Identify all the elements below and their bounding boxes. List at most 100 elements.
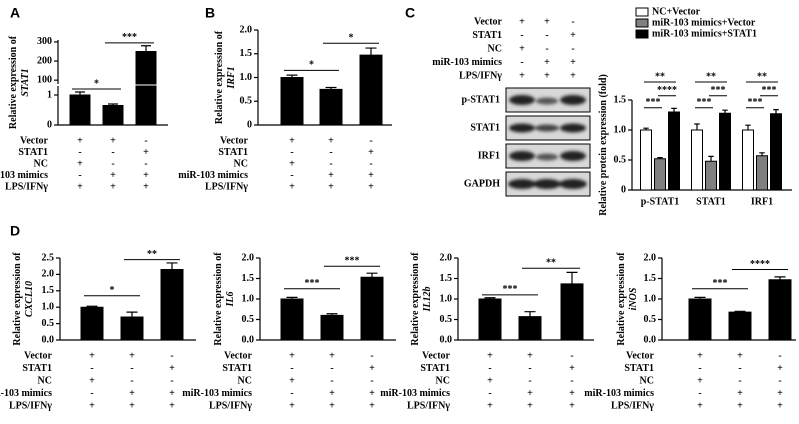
y-tick-label: 2.0 [644, 252, 657, 263]
bar [691, 129, 703, 191]
band [533, 179, 561, 189]
significance-label: *** [697, 97, 712, 108]
y-label-text: Relative expression of [12, 252, 23, 346]
condition-mark: + [527, 400, 533, 411]
error-bar [566, 271, 578, 284]
condition-mark: - [170, 375, 173, 386]
condition-mark: - [488, 363, 491, 374]
significance-label: *** [713, 278, 728, 289]
condition-mark: + [328, 182, 334, 193]
condition-mark: + [289, 135, 295, 146]
y-axis-label: Relative protein expression (fold) [598, 74, 609, 216]
band [536, 153, 558, 161]
y-tick-label: 1.5 [240, 48, 253, 59]
condition-label: miR-103 mimics [0, 388, 52, 399]
band [535, 124, 559, 132]
condition-mark: - [369, 135, 372, 146]
condition-label: NC [436, 375, 450, 386]
significance-label: ** [147, 249, 157, 260]
y-tick-label: 300 [37, 36, 52, 47]
bar [719, 112, 731, 191]
legend-label: miR-103 mimics+STAT1 [652, 28, 757, 39]
band [509, 123, 535, 133]
y-tick-label: 100 [37, 74, 52, 85]
y-label-text: Relative expression of [410, 252, 421, 346]
condition-mark: - [571, 16, 574, 27]
y-tick-label: 0 [621, 184, 626, 195]
condition-mark: + [77, 158, 83, 169]
bar [320, 314, 344, 341]
condition-mark: + [544, 57, 550, 68]
error-bar [126, 311, 138, 318]
significance-label: ** [655, 71, 665, 82]
legend-swatch [635, 18, 649, 28]
x-tick-label: STAT1 [696, 196, 726, 207]
error-bar [774, 276, 786, 280]
y-tick-label: 0.5 [242, 314, 255, 325]
error-bar [708, 155, 714, 162]
y-tick-label: 1.0 [440, 293, 453, 304]
condition-label: miR-103 mimics [432, 57, 502, 68]
bar [640, 129, 652, 191]
bar [319, 88, 343, 126]
condition-label: LPS/IFNγ [407, 400, 450, 411]
bar [560, 283, 584, 341]
significance-label: *** [646, 97, 661, 108]
bar [770, 113, 782, 191]
y-label-text: Relative expression of [214, 30, 225, 124]
y-tick-label: 0.5 [240, 96, 253, 107]
bar [705, 160, 717, 191]
bar [728, 311, 752, 341]
condition-mark: + [129, 388, 135, 399]
error-bar [365, 47, 377, 56]
y-tick-label: 0.5 [614, 154, 627, 165]
condition-mark: + [289, 182, 295, 193]
condition-mark: + [527, 350, 533, 361]
condition-mark: - [571, 43, 574, 54]
y-label-gene: IL12b [422, 287, 433, 313]
legend-swatch [635, 29, 649, 39]
condition-mark: + [143, 170, 149, 181]
condition-label: NC [488, 43, 502, 54]
significance-label: ** [546, 258, 556, 269]
condition-mark: + [697, 350, 703, 361]
condition-mark: - [369, 158, 372, 169]
condition-mark: + [329, 350, 335, 361]
condition-mark: + [328, 135, 334, 146]
condition-mark: + [143, 182, 149, 193]
condition-mark: - [570, 350, 573, 361]
condition-mark: + [519, 16, 525, 27]
error-bar [326, 313, 338, 316]
condition-mark: + [110, 135, 116, 146]
condition-mark: - [329, 147, 332, 158]
y-tick-label: 1.0 [644, 293, 657, 304]
significance-label: * [309, 60, 314, 71]
error-bar [773, 109, 779, 114]
condition-label: STAT1 [222, 363, 252, 374]
error-bar [694, 296, 706, 299]
y-tick-label: 2.0 [242, 252, 255, 263]
condition-label: miR-103 mimics [0, 170, 48, 181]
y-tick-label: 0.5 [440, 314, 453, 325]
condition-label: Vector [474, 16, 503, 27]
condition-label: LPS/IFNγ [611, 400, 654, 411]
condition-mark: - [290, 363, 293, 374]
condition-mark: + [129, 350, 135, 361]
y-tick-label: 0.0 [42, 334, 55, 345]
condition-mark: - [778, 375, 781, 386]
condition-mark: + [369, 388, 375, 399]
condition-mark: + [129, 400, 135, 411]
condition-label: LPS/IFNγ [209, 400, 252, 411]
error-bar [75, 91, 85, 95]
condition-mark: + [329, 388, 335, 399]
significance-label: *** [345, 255, 360, 266]
condition-mark: - [130, 375, 133, 386]
condition-mark: - [78, 170, 81, 181]
condition-mark: + [544, 16, 550, 27]
significance-label: **** [657, 85, 677, 96]
significance-label: *** [748, 97, 763, 108]
condition-mark: + [368, 147, 374, 158]
band [560, 123, 586, 133]
condition-mark: - [520, 30, 523, 41]
condition-mark: - [111, 158, 114, 169]
